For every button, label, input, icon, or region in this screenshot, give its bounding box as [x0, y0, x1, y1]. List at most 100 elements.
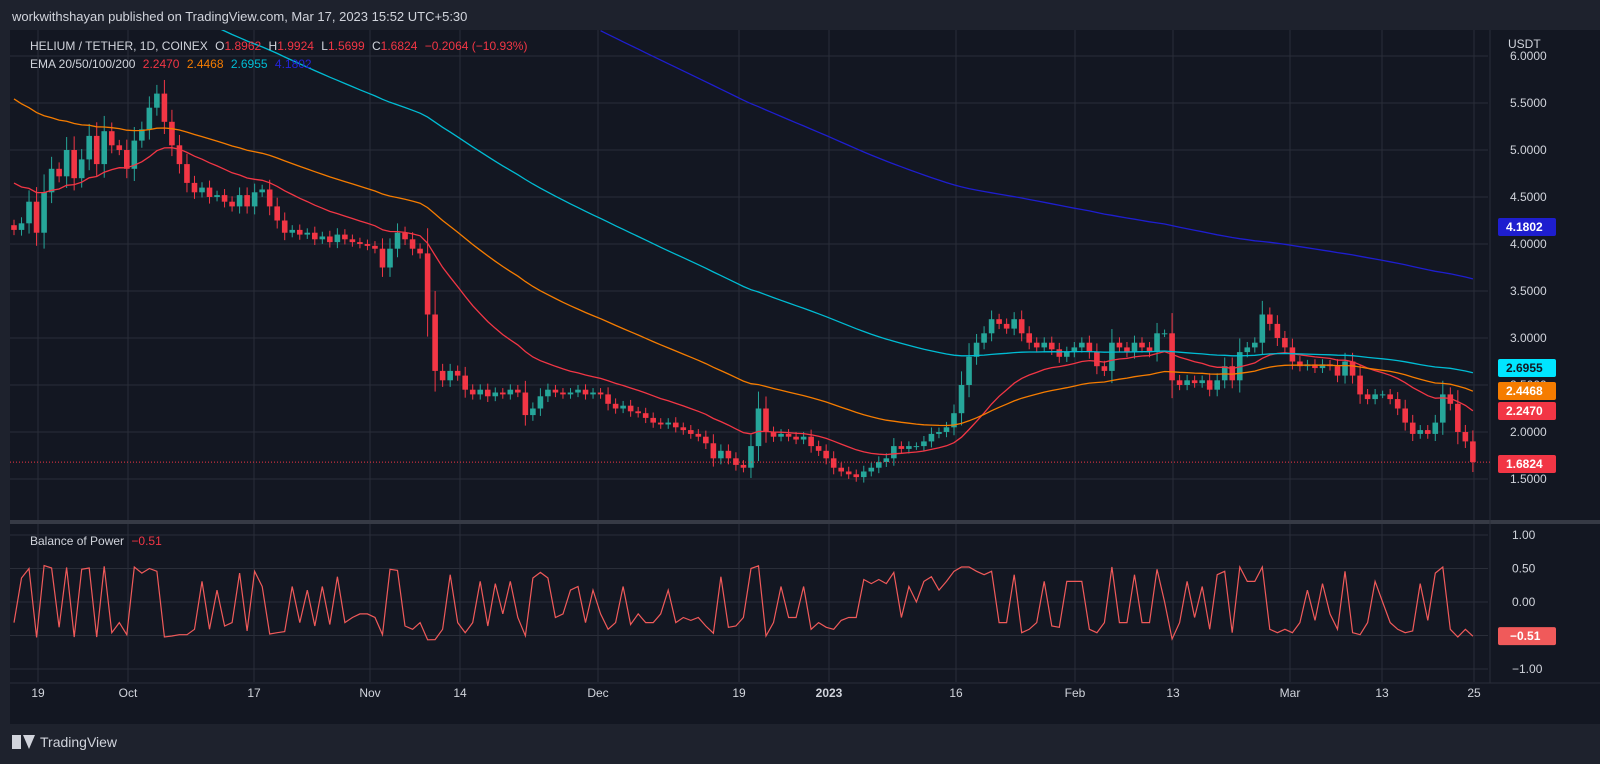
candle-body: [1221, 366, 1228, 381]
candle: [755, 391, 762, 462]
candle: [793, 431, 799, 445]
candle-body: [763, 408, 769, 432]
candle: [665, 418, 672, 429]
candle: [214, 190, 220, 202]
date-tick-label: Feb: [1065, 686, 1086, 700]
candle: [657, 418, 664, 429]
open-label: O: [215, 39, 225, 53]
candle-body: [740, 464, 747, 468]
candle-body: [63, 150, 70, 177]
candle-body: [1109, 342, 1115, 371]
candle-body: [206, 187, 213, 197]
candle-body: [402, 232, 408, 240]
candle: [951, 404, 957, 436]
candle: [1033, 337, 1040, 353]
candle-body: [349, 239, 356, 243]
candle: [943, 421, 950, 438]
candle-body: [176, 145, 183, 165]
candle: [612, 398, 619, 414]
candle-body: [966, 356, 972, 385]
candle-body: [1079, 342, 1085, 348]
candle: [304, 228, 311, 239]
candle: [454, 365, 461, 381]
candle: [1214, 373, 1220, 397]
candle: [409, 232, 416, 256]
candle: [748, 434, 754, 478]
candle: [1379, 390, 1386, 399]
candle-body: [394, 232, 401, 249]
candle: [349, 234, 356, 247]
candle-body: [921, 441, 927, 447]
candle: [913, 442, 920, 450]
candle: [484, 383, 491, 403]
candle-body: [815, 446, 822, 451]
ema100-tag: 2.6955: [1498, 359, 1556, 377]
candle-body: [379, 248, 386, 268]
candle-body: [928, 433, 935, 442]
candle-body: [1297, 361, 1303, 367]
chart-canvas[interactable]: USDT1.50002.00002.50003.00003.50004.0000…: [10, 30, 1600, 724]
candle: [1334, 359, 1341, 383]
candle-body: [1131, 342, 1138, 353]
candle-body: [597, 392, 604, 395]
candle: [342, 229, 348, 245]
candle-body: [214, 195, 220, 197]
candle-body: [710, 443, 717, 459]
candle-body: [853, 474, 860, 478]
candle-body: [973, 342, 980, 357]
candle-body: [733, 458, 739, 465]
candle-body: [778, 433, 784, 437]
candle-body: [1139, 342, 1145, 348]
candle: [319, 231, 326, 244]
date-tick-label: Nov: [359, 686, 380, 700]
candle: [898, 441, 905, 454]
price-axis-unit: USDT: [1508, 37, 1541, 51]
candle-body: [845, 471, 852, 475]
candle: [733, 452, 739, 471]
candle: [688, 425, 694, 439]
candle-body: [642, 413, 649, 418]
price-tick-label: 5.0000: [1510, 143, 1547, 157]
candle-body: [1064, 352, 1070, 357]
candle: [334, 228, 341, 249]
candle: [876, 456, 882, 474]
candle: [815, 440, 822, 456]
candle-body: [372, 245, 378, 249]
candle: [605, 387, 611, 411]
candle-body: [18, 223, 25, 230]
candle-body: [567, 392, 574, 395]
candle-body: [1372, 394, 1378, 400]
chart-frame[interactable]: USDT1.50002.00002.50003.00003.50004.0000…: [10, 30, 1600, 724]
candle-body: [943, 427, 950, 432]
candle: [1116, 337, 1123, 353]
candle: [680, 422, 687, 435]
candle-body: [312, 232, 318, 240]
candle-body: [1267, 314, 1273, 324]
candle-body: [281, 220, 288, 233]
candle-body: [1094, 352, 1100, 367]
close-value: 1.6824: [380, 39, 418, 53]
candle-body: [868, 467, 875, 472]
candle-body: [1455, 403, 1461, 432]
candle-body: [1041, 342, 1048, 348]
candle: [1094, 343, 1100, 375]
candle-body: [500, 392, 506, 395]
candle: [244, 187, 250, 214]
ema20-tag-text: 2.2470: [1506, 404, 1543, 418]
candle-body: [1124, 347, 1130, 353]
candle-body: [1048, 342, 1055, 350]
candle: [966, 343, 972, 398]
candle-body: [650, 417, 656, 423]
candle: [567, 388, 574, 399]
ema100-tag-text: 2.6955: [1506, 361, 1543, 375]
candle: [1124, 341, 1130, 358]
candle: [500, 388, 506, 399]
candle: [424, 228, 431, 337]
tradingview-logo[interactable]: TradingView: [12, 734, 117, 750]
candle-body: [1206, 380, 1213, 390]
candle: [1440, 380, 1446, 435]
candle: [823, 444, 829, 465]
candle: [1026, 326, 1032, 350]
candle: [597, 388, 604, 399]
candle: [1064, 346, 1070, 362]
